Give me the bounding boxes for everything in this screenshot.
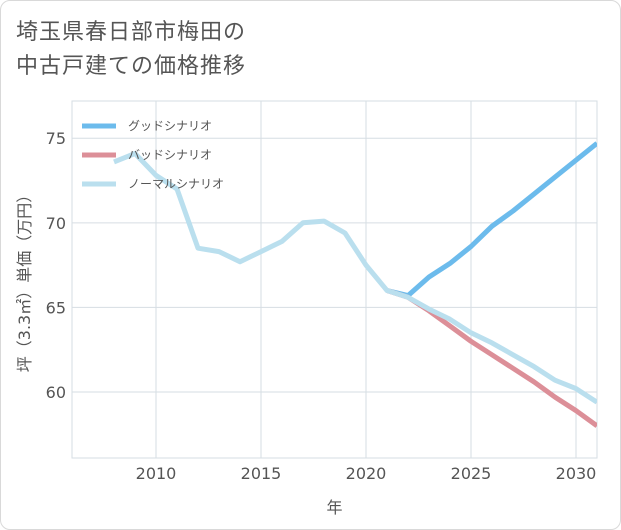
chart-title-line-2: 中古戸建ての価格推移	[16, 54, 247, 79]
x-tick-label: 2010	[136, 464, 177, 483]
plot-area	[71, 100, 598, 459]
good-scenario-line	[386, 141, 597, 299]
normal-scenario-line	[113, 151, 597, 405]
axis-ticks: 2010 2015 2020 2025 2030 60 65 70 75	[46, 129, 597, 483]
chart-title-line-1: 埼玉県春日部市梅田の	[16, 20, 247, 45]
legend-good-scenario[interactable]: グッドシナリオ	[82, 119, 212, 133]
x-tick-label: 2020	[346, 464, 387, 483]
legend-label: グッドシナリオ	[128, 119, 212, 133]
grid-lines	[72, 101, 597, 458]
x-tick-label: 2025	[451, 464, 492, 483]
legend-bad-scenario[interactable]: バッドシナリオ	[82, 148, 212, 162]
legend-normal-scenario[interactable]: ノーマルシナリオ	[82, 177, 224, 191]
x-tick-label: 2030	[556, 464, 597, 483]
legend-label: バッドシナリオ	[128, 148, 212, 162]
x-tick-label: 2015	[241, 464, 282, 483]
series-lines	[113, 141, 597, 428]
y-axis-label: 坪（3.3㎡）単価（万円）	[15, 187, 34, 372]
chart-title: 埼玉県春日部市梅田の 中古戸建ての価格推移	[16, 16, 246, 84]
y-tick-label: 65	[46, 298, 66, 317]
x-axis-label: 年	[326, 498, 342, 517]
legend-label: ノーマルシナリオ	[128, 177, 224, 191]
y-tick-label: 75	[46, 129, 66, 148]
plot-frame	[71, 100, 598, 459]
y-tick-label: 70	[46, 214, 66, 233]
y-tick-label: 60	[46, 383, 66, 402]
